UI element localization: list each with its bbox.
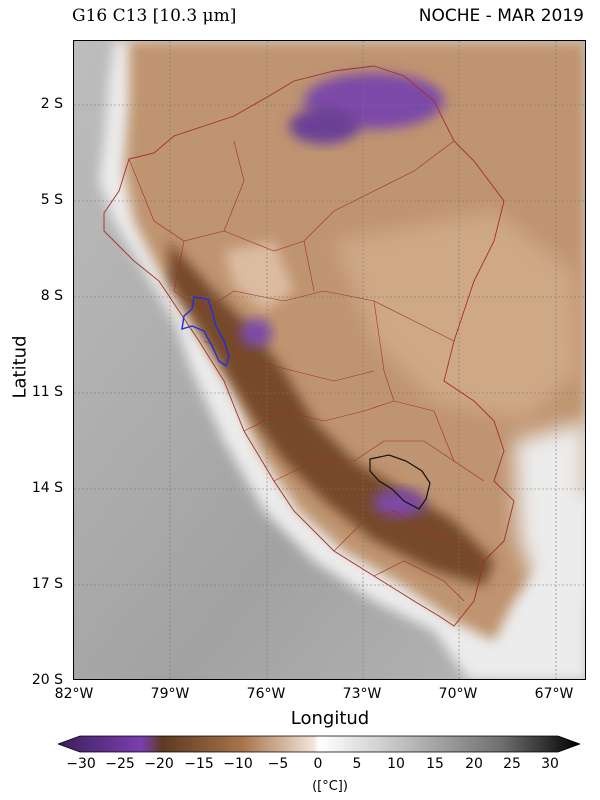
colorbar-body <box>58 735 580 753</box>
colorbar-tick-label: 10 <box>387 756 405 772</box>
cold-cloud-north-2 <box>289 108 359 144</box>
andes-light-notch <box>224 241 294 311</box>
amazon-light <box>334 211 579 421</box>
colorbar <box>58 735 580 753</box>
department-boundaries <box>128 140 485 602</box>
ytick-label: 17 S <box>31 576 63 592</box>
colorbar-tick-label: 30 <box>541 756 559 772</box>
colorbar-tick-label: −5 <box>267 756 289 772</box>
land-area <box>124 41 585 641</box>
xtick-label: 73°W <box>342 686 382 702</box>
ytick-label: 20 S <box>31 672 63 688</box>
colorbar-tick-label: −25 <box>105 756 135 772</box>
y-axis-label: Latitud <box>9 335 31 399</box>
colorbar-tick-label: −20 <box>144 756 174 772</box>
colorbar-tick-label: 0 <box>313 756 323 772</box>
ytick-label: 11 S <box>31 384 63 400</box>
basin-outline-black <box>369 454 431 510</box>
colorbar-tick-label: 20 <box>465 756 483 772</box>
xtick-label: 82°W <box>54 686 94 702</box>
ytick-label: 2 S <box>40 96 63 112</box>
xtick-label: 67°W <box>534 686 574 702</box>
xtick-label: 79°W <box>150 686 190 702</box>
map-title-left: G16 C13 [10.3 μm] <box>72 6 237 26</box>
xtick-label: 76°W <box>246 686 286 702</box>
map-title-right: NOCHE - MAR 2019 <box>418 6 584 26</box>
map-canvas <box>74 41 585 679</box>
eastern-clear-patch <box>514 421 585 601</box>
x-axis-label: Longitud <box>290 708 370 729</box>
ytick-label: 8 S <box>40 288 63 304</box>
colorbar-tick-label: −10 <box>223 756 253 772</box>
ytick-label: 14 S <box>31 480 63 496</box>
map-panel <box>73 40 586 680</box>
basin-outline-blue <box>181 296 230 368</box>
country-boundary <box>103 65 515 627</box>
colorbar-tick-label: 25 <box>503 756 521 772</box>
cold-cloud-south <box>373 489 425 517</box>
cold-cloud-central <box>240 319 272 347</box>
colorbar-tick-label: 5 <box>352 756 362 772</box>
ytick-label: 5 S <box>40 192 63 208</box>
xtick-label: 70°W <box>438 686 478 702</box>
colorbar-unit-label: ([°C]) <box>312 779 348 794</box>
grid-lines <box>74 41 585 679</box>
colorbar-tick-label: −30 <box>66 756 96 772</box>
colorbar-tick-label: 15 <box>426 756 444 772</box>
colorbar-tick-label: −15 <box>184 756 214 772</box>
